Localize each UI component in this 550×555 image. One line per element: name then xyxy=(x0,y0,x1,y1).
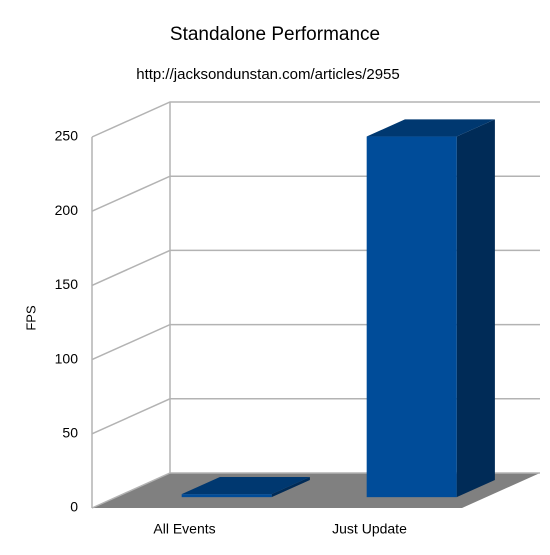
bar-top xyxy=(181,477,310,495)
y-tick-label: 100 xyxy=(55,350,79,366)
y-tick-label: 250 xyxy=(55,128,79,144)
x-tick-label: All Events xyxy=(153,521,215,537)
bar-top xyxy=(366,119,495,137)
y-tick-label: 150 xyxy=(55,276,79,292)
chart-title: Standalone Performance xyxy=(170,24,380,45)
y-tick-label: 200 xyxy=(55,202,79,218)
bar xyxy=(366,136,457,498)
y-tick-label: 50 xyxy=(62,425,78,441)
x-tick-label: Just Update xyxy=(332,521,407,537)
y-axis-label: FPS xyxy=(23,305,38,331)
bar xyxy=(181,494,272,498)
chart-subtitle: http://jacksondunstan.com/articles/2955 xyxy=(136,66,399,83)
bar-side xyxy=(271,477,310,498)
bar-side xyxy=(456,119,495,498)
y-tick-label: 0 xyxy=(70,499,78,515)
